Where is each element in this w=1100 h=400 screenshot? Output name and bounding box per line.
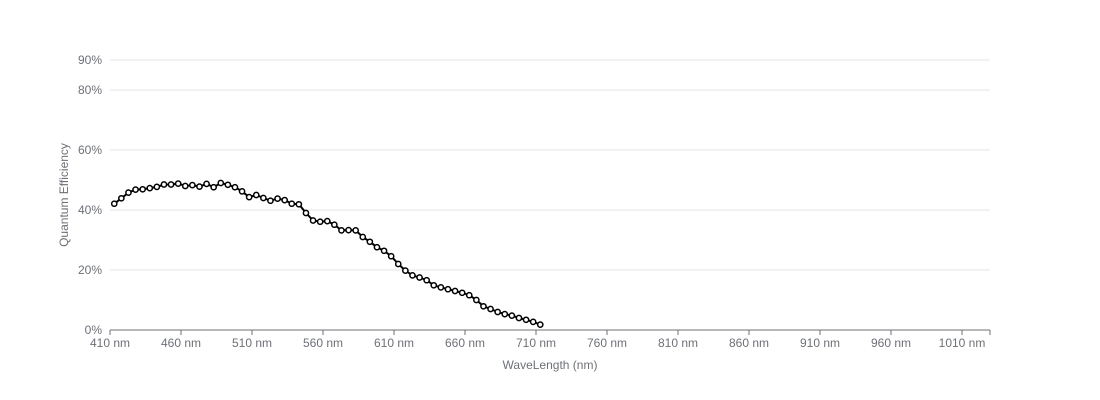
x-tick-label: 810 nm <box>658 336 698 350</box>
data-point[interactable] <box>139 185 147 193</box>
y-axis-title: Quantum Efficiency <box>57 143 71 247</box>
x-tick-label: 610 nm <box>374 336 414 350</box>
data-point[interactable] <box>345 226 352 234</box>
data-point[interactable] <box>224 181 232 189</box>
data-point[interactable] <box>231 183 239 191</box>
data-point[interactable] <box>451 287 459 295</box>
data-point[interactable] <box>323 217 331 225</box>
data-point[interactable] <box>473 296 480 304</box>
x-tick-label: 660 nm <box>445 336 485 350</box>
data-point[interactable] <box>515 314 523 322</box>
data-point[interactable] <box>444 285 452 293</box>
x-tick-label: 910 nm <box>800 336 840 350</box>
data-point[interactable] <box>416 274 423 281</box>
data-point[interactable] <box>331 221 338 229</box>
data-point[interactable] <box>302 209 310 217</box>
data-point[interactable] <box>338 227 345 234</box>
y-tick-label: 40% <box>78 203 102 217</box>
data-point[interactable] <box>529 318 537 326</box>
data-point[interactable] <box>245 193 253 201</box>
data-point[interactable] <box>125 189 132 196</box>
data-point[interactable] <box>160 181 168 188</box>
data-point[interactable] <box>387 252 395 260</box>
data-point[interactable] <box>210 183 218 191</box>
data-point[interactable] <box>522 316 530 324</box>
series-quantum-efficiency <box>110 179 544 328</box>
x-tick-label: 860 nm <box>729 336 769 350</box>
data-point[interactable] <box>366 238 374 246</box>
y-axis-tick-labels: 0% 20% 40% 60% 80% 90% <box>78 53 102 337</box>
data-point[interactable] <box>359 233 367 241</box>
data-point[interactable] <box>288 200 296 208</box>
x-axis <box>109 329 991 335</box>
data-point[interactable] <box>260 194 267 202</box>
x-tick-label: 960 nm <box>871 336 911 350</box>
x-axis-tick-labels: 410 nm 460 nm 510 nm 560 nm 610 nm 660 nm 710 … <box>90 336 985 350</box>
y-tick-label: 80% <box>78 83 102 97</box>
data-point[interactable] <box>494 308 502 316</box>
grid-lines <box>110 59 990 271</box>
data-point[interactable] <box>316 218 324 226</box>
data-point[interactable] <box>380 247 388 255</box>
data-point[interactable] <box>309 217 317 224</box>
data-point[interactable] <box>252 191 260 199</box>
data-point[interactable] <box>423 276 431 284</box>
data-point[interactable] <box>409 272 416 279</box>
data-point[interactable] <box>196 183 203 190</box>
data-point[interactable] <box>274 195 281 202</box>
x-tick-label: 410 nm <box>90 336 130 350</box>
data-point[interactable] <box>352 227 360 234</box>
data-point[interactable] <box>458 289 466 297</box>
data-point[interactable] <box>217 179 225 187</box>
data-point[interactable] <box>167 181 175 188</box>
series-line <box>113 182 541 326</box>
data-point[interactable] <box>153 183 161 191</box>
data-point[interactable] <box>373 243 381 251</box>
data-point[interactable] <box>132 186 139 193</box>
data-point[interactable] <box>437 284 445 291</box>
data-point[interactable] <box>465 291 473 299</box>
data-point[interactable] <box>281 196 289 204</box>
data-point[interactable] <box>394 260 402 268</box>
x-tick-label: 1010 nm <box>939 336 986 350</box>
data-point[interactable] <box>267 197 274 205</box>
y-tick-label: 0% <box>85 323 103 337</box>
data-point[interactable] <box>430 281 438 289</box>
data-point[interactable] <box>189 181 196 189</box>
y-tick-label: 60% <box>78 143 102 157</box>
data-point[interactable] <box>501 310 509 318</box>
x-tick-label: 510 nm <box>232 336 272 350</box>
data-point[interactable] <box>487 305 494 313</box>
data-point[interactable] <box>146 184 154 192</box>
y-tick-label: 90% <box>78 53 102 67</box>
data-point[interactable] <box>203 180 210 188</box>
data-point[interactable] <box>402 267 409 274</box>
data-point[interactable] <box>536 321 544 328</box>
x-tick-label: 560 nm <box>303 336 343 350</box>
x-tick-label: 760 nm <box>587 336 627 350</box>
data-point[interactable] <box>174 180 182 187</box>
data-point[interactable] <box>238 188 246 195</box>
x-axis-title: WaveLength (nm) <box>503 358 598 372</box>
x-tick-label: 460 nm <box>161 336 201 350</box>
y-tick-label: 20% <box>78 263 102 277</box>
data-point[interactable] <box>295 200 303 208</box>
data-point[interactable] <box>508 312 516 319</box>
data-point[interactable] <box>118 194 125 202</box>
data-point[interactable] <box>480 302 487 310</box>
x-tick-label: 710 nm <box>516 336 556 350</box>
data-point[interactable] <box>181 182 189 190</box>
data-point[interactable] <box>110 200 118 208</box>
